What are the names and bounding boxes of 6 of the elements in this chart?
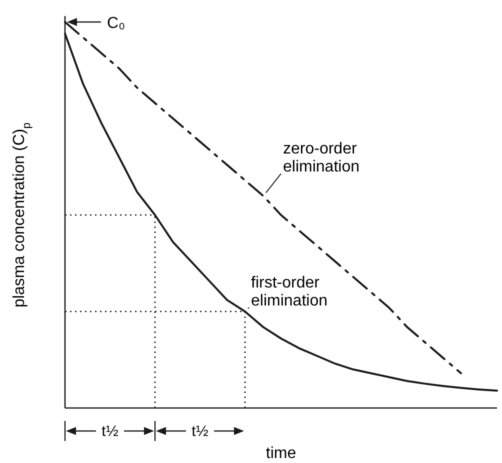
text: t½ (102, 423, 119, 440)
text: t½ (192, 423, 209, 440)
x-axis-title: time (266, 445, 296, 462)
series-label: first-order elimination (251, 274, 328, 310)
series-label: zero-order elimination (283, 140, 360, 176)
annotation: C₀ (107, 15, 126, 32)
